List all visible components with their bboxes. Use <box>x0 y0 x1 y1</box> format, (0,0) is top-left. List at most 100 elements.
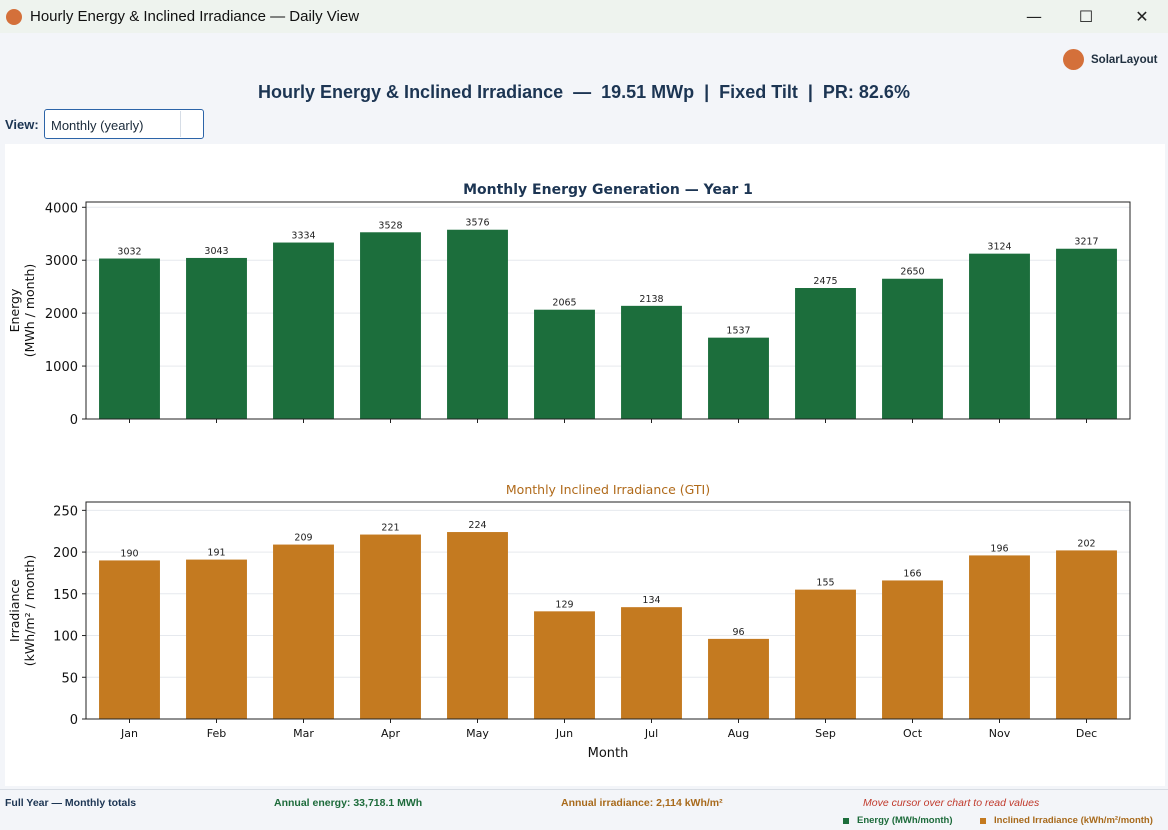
chart2-bar-jul <box>621 607 682 719</box>
chart1-ytick-label: 2000 <box>45 307 78 322</box>
chart1-data-label: 3334 <box>291 231 315 242</box>
chart2-bar-jun <box>534 611 595 719</box>
chart2-xtick-label: Mar <box>293 727 314 740</box>
chart2-xtick-label: Jan <box>120 727 138 740</box>
legend-energy: Energy (MWh/month) <box>843 815 953 826</box>
chart1-bar-mar <box>273 242 334 419</box>
chart1-data-label: 3124 <box>987 242 1011 253</box>
chart2-ytick-label: 0 <box>70 713 78 728</box>
chart2-xtick-label: Feb <box>207 727 226 740</box>
chart1-bar-feb <box>186 257 247 419</box>
brand-name: SolarLayout <box>1091 53 1158 66</box>
footer-period-label: Full Year — Monthly totals <box>5 797 137 809</box>
chart2-ytick-label: 250 <box>53 504 78 519</box>
chart1-ylabel: Energy(MWh / month) <box>7 264 37 358</box>
legend-irradiance: Inclined Irradiance (kWh/m²/month) <box>980 815 1153 826</box>
chart1-data-label: 3528 <box>378 220 402 231</box>
chart2-data-label: 209 <box>294 533 312 544</box>
chart1-bar-aug <box>708 337 769 419</box>
view-dropdown[interactable]: Monthly (yearly) <box>44 109 204 139</box>
chart-panel[interactable]: Monthly Energy Generation — Year 1 0 1000 2… <box>5 144 1165 786</box>
chart2-bar-sep <box>795 589 856 719</box>
chart2-bar-mar <box>273 544 334 719</box>
charts-svg[interactable]: Monthly Energy Generation — Year 1010002… <box>5 144 1165 786</box>
chart1-bar-jul <box>621 305 682 419</box>
chart1-bar-apr <box>360 232 421 419</box>
chart2-ytick-label: 50 <box>61 671 78 686</box>
chart1-bar-dec <box>1056 248 1117 419</box>
chart1-data-label: 1537 <box>726 326 750 337</box>
chart2-xtick-label: May <box>466 727 489 740</box>
chart2-data-label: 202 <box>1077 538 1095 549</box>
chart2-ylabel-line: Irradiance <box>7 579 22 642</box>
chart1-data-label: 2065 <box>552 298 576 309</box>
chart2-ytick-label: 150 <box>53 588 78 603</box>
chart1-bar-jun <box>534 309 595 419</box>
chart2-data-label: 155 <box>816 578 834 589</box>
annual-irradiance-summary: Annual irradiance: 2,114 kWh/m² <box>561 797 723 809</box>
chart2-data-label: 190 <box>120 548 138 559</box>
chart2-xtick-label: Nov <box>989 727 1011 740</box>
legend-energy-label: Energy (MWh/month) <box>857 815 953 826</box>
chart2-frame <box>85 501 1131 720</box>
chart2-title: Monthly Inclined Irradiance (GTI) <box>506 482 710 497</box>
footer-divider <box>0 789 1168 790</box>
legend-energy-swatch <box>843 817 849 824</box>
chart2-bar-aug <box>708 638 769 719</box>
legend-irradiance-label: Inclined Irradiance (kWh/m²/month) <box>994 815 1153 826</box>
window-titlebar: Hourly Energy & Inclined Irradiance — Da… <box>0 0 1168 33</box>
page-title: Hourly Energy & Inclined Irradiance — 19… <box>258 82 910 102</box>
chart2-ytick-label: 200 <box>53 546 78 561</box>
brand-logo: SolarLayout <box>1063 49 1157 70</box>
chart2-xtick-label: Aug <box>728 727 749 740</box>
chart1-title: Monthly Energy Generation — Year 1 <box>463 182 753 198</box>
chart1-ytick-label: 4000 <box>45 201 78 216</box>
chart2-ytick-label: 100 <box>53 630 78 645</box>
chart2-xtick-label: Jul <box>644 727 658 740</box>
chart2-xtick-label: Jun <box>555 727 573 740</box>
chart1-data-label: 2475 <box>813 276 837 287</box>
chart1-frame <box>85 201 1131 420</box>
chart2-bar-nov <box>969 555 1030 719</box>
chart2-ylabel-line: (kWh/m² / month) <box>22 555 37 666</box>
chart2-bar-dec <box>1056 550 1117 719</box>
chart1-data-label: 3032 <box>117 247 141 258</box>
cursor-hint: Move cursor over chart to read values <box>863 797 1040 809</box>
brand-icon <box>1063 49 1084 70</box>
chart1-data-label: 3217 <box>1074 237 1098 248</box>
chart1-ytick-label: 3000 <box>45 254 78 269</box>
window-title: Hourly Energy & Inclined Irradiance — Da… <box>30 8 360 25</box>
minimize-button[interactable]: — <box>1026 7 1042 26</box>
chart2-data-label: 129 <box>555 599 573 610</box>
app-icon <box>6 8 22 25</box>
chart2-data-label: 134 <box>642 595 660 606</box>
chart2-bar-oct <box>882 580 943 719</box>
annual-energy-summary: Annual energy: 33,718.1 MWh <box>274 797 423 809</box>
chart1-bar-may <box>447 229 508 419</box>
chart2-xtick-label: Dec <box>1076 727 1097 740</box>
chart1-data-label: 3043 <box>204 246 228 257</box>
chart2-xlabel: Month <box>588 746 629 761</box>
chart1-bar-sep <box>795 288 856 419</box>
chart2-bar-jan <box>99 560 160 719</box>
chart2-data-label: 221 <box>381 523 399 534</box>
chart1-data-label: 3576 <box>465 218 489 229</box>
chart1-ylabel-line: (MWh / month) <box>22 264 37 358</box>
maximize-button[interactable]: ☐ <box>1078 7 1094 26</box>
chart2-bar-feb <box>186 559 247 719</box>
chart2-xtick-label: Oct <box>903 727 923 740</box>
chart2-xtick-label: Sep <box>815 727 836 740</box>
chart2-data-label: 224 <box>468 520 486 531</box>
chart2-bar-apr <box>360 534 421 719</box>
chart1-ylabel-line: Energy <box>7 288 22 332</box>
view-label: View: <box>5 117 39 132</box>
chart1-data-label: 2138 <box>639 294 663 305</box>
close-button[interactable]: ✕ <box>1135 7 1149 26</box>
chart2-data-label: 96 <box>732 627 744 638</box>
chart1-ytick-label: 1000 <box>45 360 78 375</box>
view-dropdown-value: Monthly (yearly) <box>51 118 144 133</box>
legend-irradiance-swatch <box>980 817 986 824</box>
chart2-bar-may <box>447 532 508 719</box>
chart1-ytick-label: 0 <box>70 413 78 428</box>
chart1-bar-oct <box>882 278 943 419</box>
